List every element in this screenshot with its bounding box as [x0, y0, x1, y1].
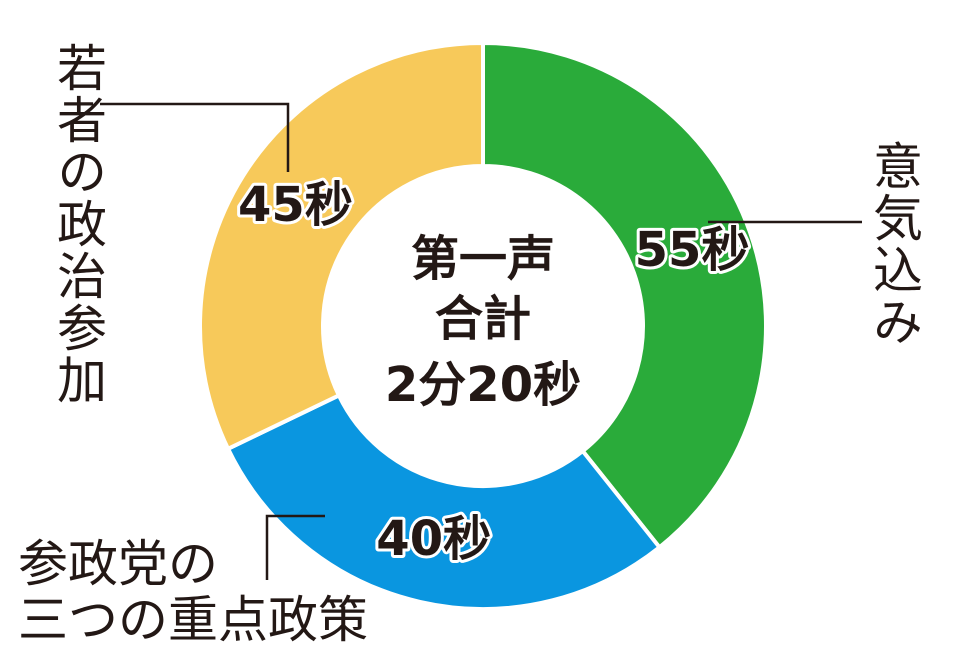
- donut-slice: [225, 392, 663, 611]
- donut-slice: [198, 40, 485, 452]
- donut-slice: [481, 40, 768, 551]
- value-label: 55秒: [635, 222, 750, 278]
- category-label: 意気込み: [865, 140, 923, 348]
- value-label: 40秒: [376, 511, 491, 567]
- center-label: 2分20秒: [385, 357, 581, 413]
- category-label: 若者の政治参加: [49, 42, 107, 406]
- category-label: 参政党の 三つの重点政策: [18, 535, 368, 649]
- center-label: 第一声: [411, 231, 555, 287]
- leader-line: [265, 514, 325, 580]
- center-label: 合計: [435, 291, 531, 347]
- leader-line: [100, 102, 290, 172]
- value-label: 45秒: [238, 177, 353, 233]
